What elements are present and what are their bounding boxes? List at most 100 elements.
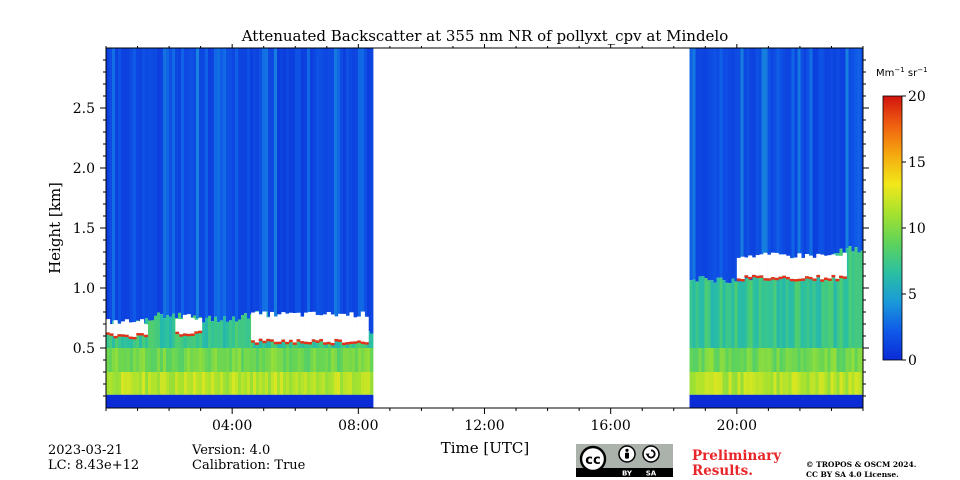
time-column [364,48,368,408]
time-column [169,48,173,408]
aerosol-layer-cell [692,348,696,372]
aerosol-layer-cell [707,280,711,348]
cloud-core-cell [842,252,847,277]
aerosol-layer-cell [704,348,708,372]
ground-band-cell [340,394,344,408]
cloud-edge-cell [823,277,828,281]
aerosol-layer-cell [211,372,215,395]
aerosol-layer-cell [307,348,311,372]
ground-band-cell [139,394,143,408]
free-troposphere-cell [229,48,233,321]
aerosol-layer-cell [773,372,777,395]
aerosol-layer-cell [725,282,729,348]
time-column [244,48,248,408]
aerosol-layer-cell [265,348,269,372]
time-column [758,48,762,408]
ground-band-cell [692,394,696,408]
time-column [728,48,732,408]
time-column [334,48,338,408]
time-column [280,48,284,408]
aerosol-layer-cell [265,372,269,395]
ground-band-cell [839,394,843,408]
aerosol-layer-cell [166,348,170,372]
y-tick-label: 1.5 [73,221,95,237]
ground-band-cell [322,394,326,408]
ground-band-cell [830,394,834,408]
cloud-core-cell [292,313,297,343]
cloud-edge-cell [140,333,145,336]
time-column [746,48,750,408]
aerosol-layer-cell [812,372,816,395]
time-column [340,48,344,408]
time-column [247,48,251,408]
aerosol-layer-cell [256,372,260,395]
free-troposphere-cell [214,48,218,317]
aerosol-layer-cell [205,372,209,395]
time-column [776,48,780,408]
free-troposphere-cell [821,48,825,262]
aerosol-layer-cell [166,372,170,395]
cloud-core-cell [254,311,259,343]
aerosol-layer-cell [367,372,371,395]
cloud-edge-cell [319,338,324,342]
aerosol-layer-cell [827,372,831,395]
aerosol-layer-cell [361,348,365,372]
aerosol-layer-cell [136,372,140,395]
time-column [139,48,143,408]
ground-band-cell [226,394,230,408]
time-column [136,48,140,408]
aerosol-layer-cell [791,348,795,372]
aerosol-layer-cell [692,372,696,395]
aerosol-layer-cell [184,372,188,395]
free-troposphere-cell [851,48,855,252]
time-column [313,48,317,408]
ground-band-cell [307,394,311,408]
cloud-edge-cell [124,334,130,338]
cloud-core-cell [258,314,263,339]
free-troposphere-cell [226,48,230,322]
aerosol-layer-cell [734,281,738,348]
aerosol-layer-cell [845,372,849,395]
time-column [785,48,789,408]
free-troposphere-cell [154,48,158,316]
ground-band-cell [349,394,353,408]
ground-band-cell [791,394,795,408]
aerosol-layer-cell [178,372,182,395]
cloud-edge-cell [839,275,844,279]
time-column [704,48,708,408]
aerosol-layer-cell [770,348,774,372]
aerosol-layer-cell [695,348,699,372]
aerosol-layer-cell [169,348,173,372]
aerosol-layer-cell [268,348,272,372]
ground-band-cell [181,394,185,408]
chart-title: Attenuated Backscatter at 355 nm NR of p… [241,27,729,45]
aerosol-layer-cell [355,348,359,372]
cloud-edge-cell [820,279,825,282]
free-troposphere-cell [695,48,699,282]
free-troposphere-cell [800,48,804,261]
aerosol-layer-cell [827,259,831,348]
free-troposphere-cell [776,48,780,267]
aerosol-layer-cell [364,372,368,395]
aerosol-layer-cell [854,247,858,348]
aerosol-layer-cell [337,348,341,372]
cloud-core-cell [801,257,806,279]
free-troposphere-cell [325,48,329,325]
ground-band-cell [274,394,278,408]
cloud-core-cell [831,254,836,275]
cloud-edge-cell [288,339,294,343]
time-column [755,48,759,408]
cloud-core-cell [786,255,791,277]
aerosol-layer-cell [127,348,131,372]
aerosol-layer-cell [331,348,335,372]
aerosol-layer-cell [773,348,777,372]
aerosol-layer-cell [713,372,717,395]
aerosol-layer-cell [295,348,299,372]
ground-band-cell [773,394,777,408]
free-troposphere-cell [232,48,236,317]
cloud-edge-cell [804,276,810,279]
aerosol-layer-cell [746,278,750,348]
aerosol-layer-cell [235,348,239,372]
aerosol-layer-cell [818,257,822,348]
cloud-edge-cell [285,341,290,345]
